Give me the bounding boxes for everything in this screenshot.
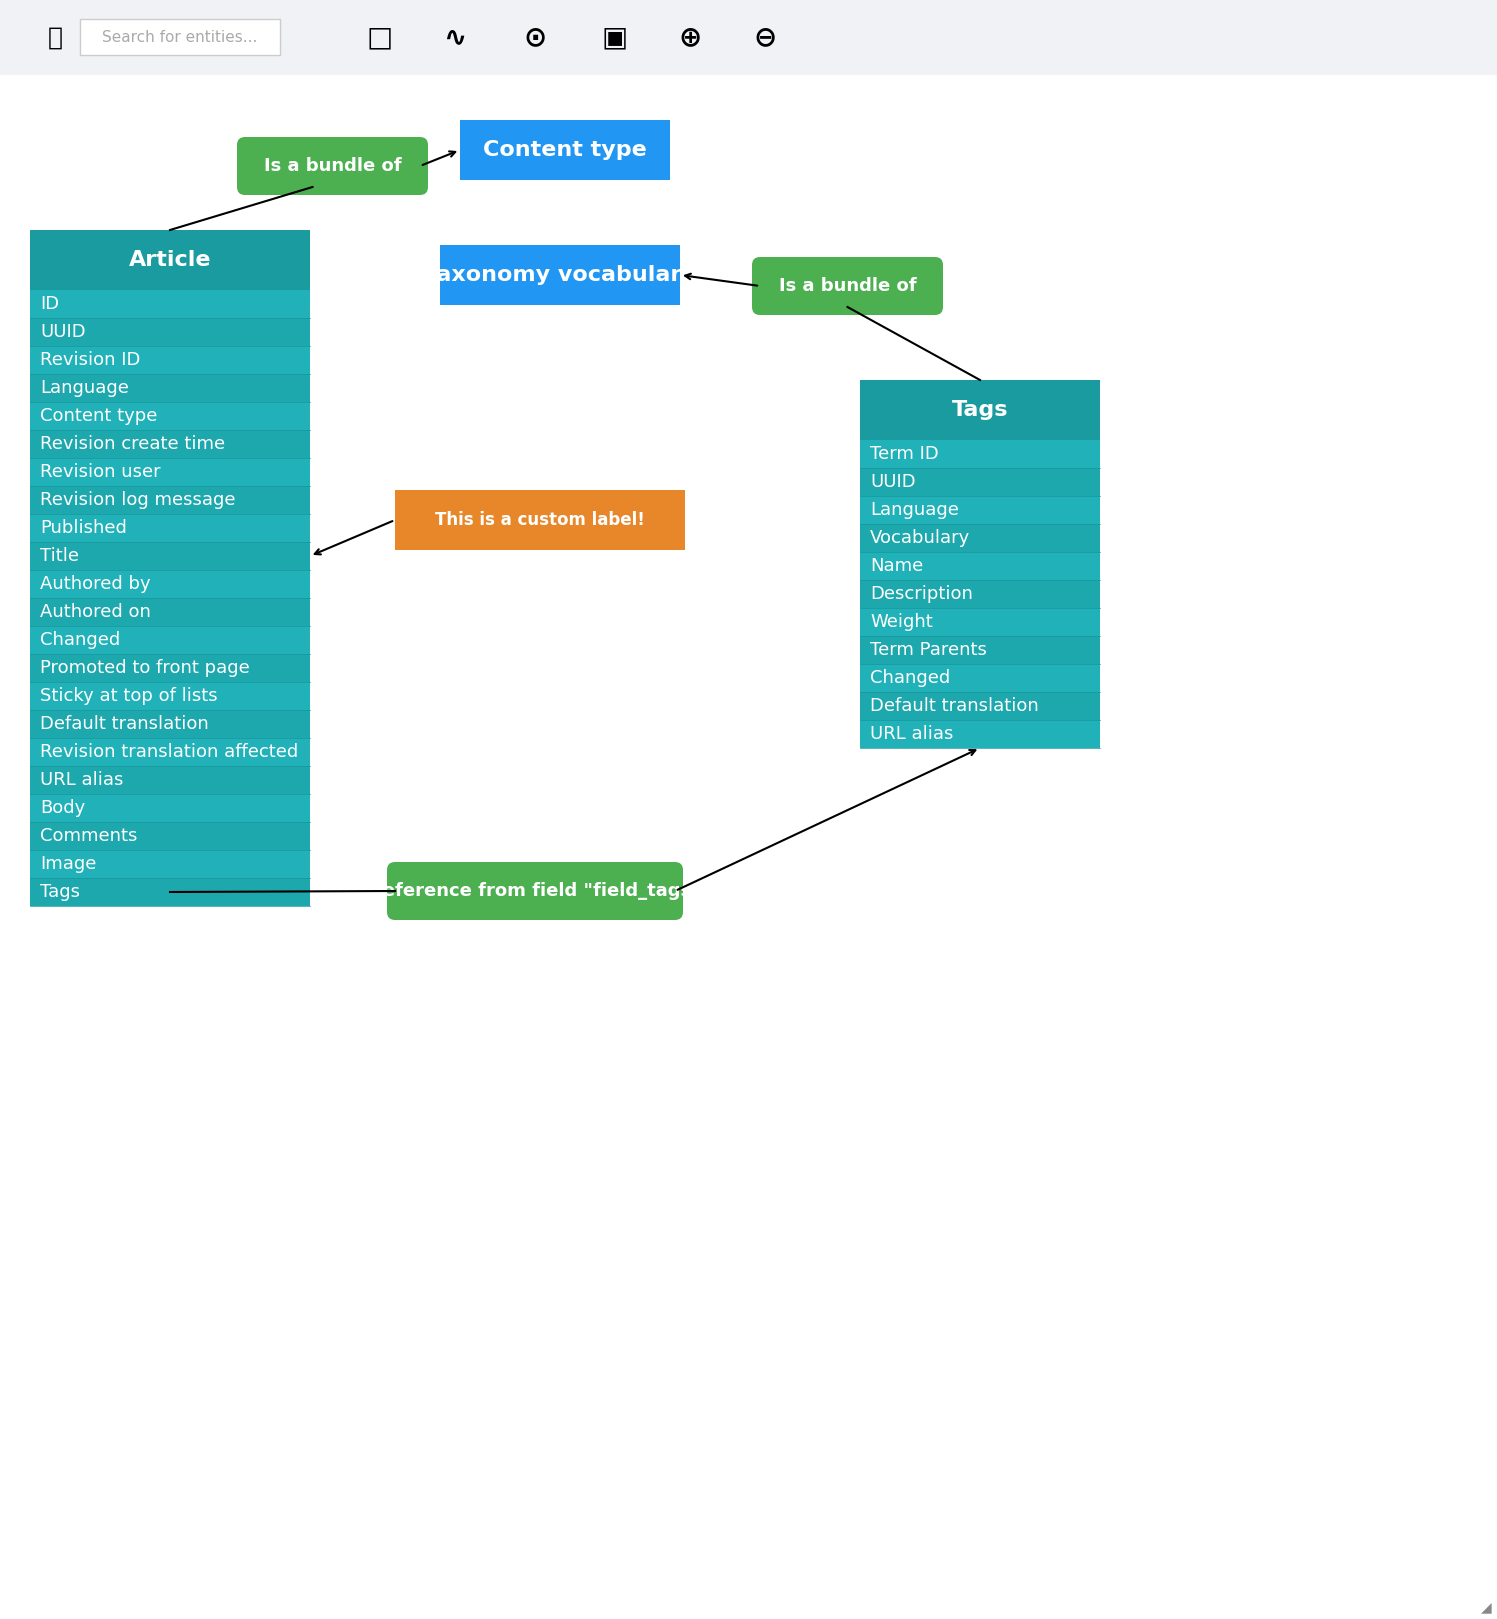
Text: UUID: UUID — [870, 473, 916, 491]
Bar — [859, 468, 1100, 495]
Text: Revision log message: Revision log message — [40, 491, 235, 508]
FancyBboxPatch shape — [237, 138, 428, 194]
Bar — [30, 290, 310, 317]
Text: Changed: Changed — [870, 669, 951, 686]
Text: ID: ID — [40, 295, 58, 312]
Bar — [30, 317, 310, 346]
Bar — [30, 402, 310, 431]
Bar — [30, 431, 310, 458]
Text: URL alias: URL alias — [870, 725, 954, 743]
Text: Language: Language — [40, 379, 129, 397]
Bar — [30, 793, 310, 822]
Text: ⊙: ⊙ — [524, 24, 546, 52]
FancyBboxPatch shape — [388, 861, 683, 920]
Bar — [30, 682, 310, 711]
Text: Content type: Content type — [40, 406, 157, 426]
Text: ◢: ◢ — [1482, 1600, 1493, 1614]
Text: Vocabulary: Vocabulary — [870, 529, 970, 547]
Text: Changed: Changed — [40, 631, 120, 649]
Text: Is a bundle of: Is a bundle of — [778, 277, 916, 295]
Text: Tags: Tags — [40, 882, 79, 902]
Text: ⊖: ⊖ — [753, 24, 777, 52]
Bar — [30, 822, 310, 850]
Text: 🔍: 🔍 — [48, 26, 63, 50]
Bar — [859, 636, 1100, 664]
Text: Authored on: Authored on — [40, 602, 151, 622]
Text: Is a bundle of: Is a bundle of — [263, 157, 401, 175]
Text: This is a custom label!: This is a custom label! — [436, 512, 645, 529]
Bar — [30, 850, 310, 877]
Text: Reference from field "field_tags": Reference from field "field_tags" — [370, 882, 701, 900]
Bar — [30, 627, 310, 654]
Text: Name: Name — [870, 557, 924, 575]
Text: Comments: Comments — [40, 827, 138, 845]
Text: Default translation: Default translation — [870, 698, 1039, 716]
Text: URL alias: URL alias — [40, 771, 123, 788]
Bar — [859, 609, 1100, 636]
Bar — [0, 0, 1497, 74]
Bar — [30, 458, 310, 486]
Text: ∿: ∿ — [443, 24, 467, 52]
Bar — [460, 120, 671, 180]
Text: Tags: Tags — [952, 400, 1009, 419]
Text: Term ID: Term ID — [870, 445, 939, 463]
Text: Published: Published — [40, 520, 127, 538]
Text: Default translation: Default translation — [40, 716, 208, 733]
Bar — [440, 244, 680, 304]
Bar — [30, 513, 310, 542]
Bar — [30, 374, 310, 402]
Bar — [30, 597, 310, 627]
Text: Language: Language — [870, 500, 960, 520]
Text: ⊕: ⊕ — [678, 24, 702, 52]
Bar — [859, 525, 1100, 552]
Bar — [859, 495, 1100, 525]
Text: Title: Title — [40, 547, 79, 565]
Text: Taxonomy vocabulary: Taxonomy vocabulary — [424, 266, 696, 285]
Bar — [30, 346, 310, 374]
Text: Term Parents: Term Parents — [870, 641, 987, 659]
Text: Revision user: Revision user — [40, 463, 160, 481]
Bar — [859, 664, 1100, 691]
Bar — [859, 720, 1100, 748]
Text: □: □ — [367, 24, 394, 52]
FancyBboxPatch shape — [751, 257, 943, 316]
Text: Revision create time: Revision create time — [40, 436, 225, 453]
Text: Authored by: Authored by — [40, 575, 151, 593]
Text: Image: Image — [40, 855, 96, 873]
Bar — [30, 877, 310, 907]
Text: Revision ID: Revision ID — [40, 351, 141, 369]
Text: Promoted to front page: Promoted to front page — [40, 659, 250, 677]
Bar — [395, 491, 686, 550]
Bar — [859, 552, 1100, 580]
Text: Description: Description — [870, 584, 973, 602]
Bar — [859, 691, 1100, 720]
Text: Content type: Content type — [484, 139, 647, 160]
Bar — [30, 542, 310, 570]
Bar — [30, 738, 310, 766]
Text: Article: Article — [129, 249, 211, 270]
Text: Body: Body — [40, 800, 85, 818]
Text: ▣: ▣ — [602, 24, 629, 52]
Bar — [79, 19, 280, 55]
Text: Revision translation affected: Revision translation affected — [40, 743, 298, 761]
Text: UUID: UUID — [40, 324, 85, 342]
FancyBboxPatch shape — [30, 230, 310, 290]
Bar — [859, 580, 1100, 609]
Text: Search for entities...: Search for entities... — [102, 31, 257, 45]
Bar — [30, 486, 310, 513]
Bar — [30, 570, 310, 597]
FancyBboxPatch shape — [859, 380, 1100, 440]
Bar — [30, 654, 310, 682]
Bar — [30, 766, 310, 793]
Bar — [30, 711, 310, 738]
Bar — [859, 440, 1100, 468]
Text: Sticky at top of lists: Sticky at top of lists — [40, 686, 217, 704]
Text: Weight: Weight — [870, 614, 933, 631]
